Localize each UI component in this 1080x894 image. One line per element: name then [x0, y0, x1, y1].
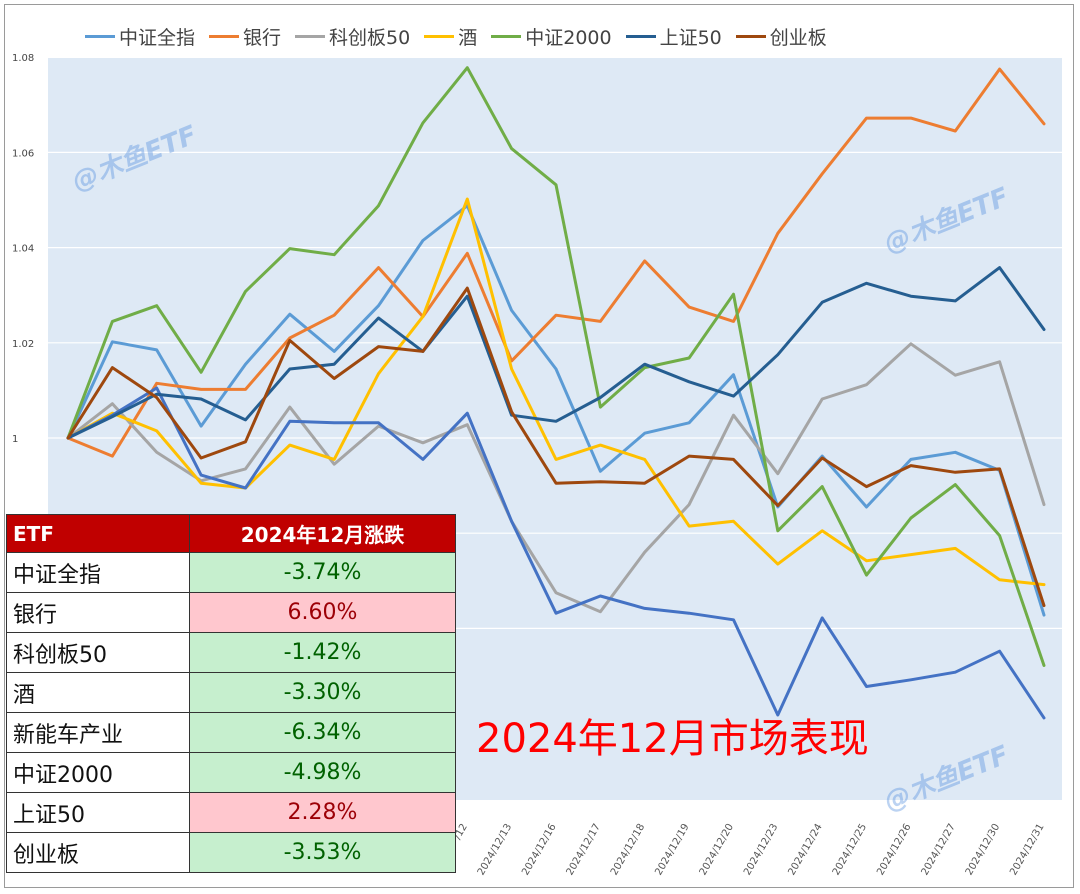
table-row: 上证50 2.28% — [6, 792, 456, 833]
table-row: 创业板 -3.53% — [6, 832, 456, 873]
y-tick-label: 1.08 — [12, 53, 34, 64]
table-row: 酒 -3.30% — [6, 672, 456, 713]
x-tick-label: 2024/12/18 — [609, 822, 647, 877]
y-tick-label: 1.02 — [12, 339, 34, 350]
etf-change: 6.60% — [189, 592, 456, 633]
legend-label: 银行 — [243, 26, 282, 49]
series-line — [66, 386, 1046, 720]
y-tick-label: 1 — [12, 434, 18, 445]
etf-change: -4.98% — [189, 752, 456, 793]
legend-swatch — [209, 34, 240, 38]
etf-name: 上证50 — [6, 792, 190, 833]
legend-item: 科创板50 — [295, 23, 410, 50]
legend-item: 中证全指 — [85, 23, 195, 50]
legend-swatch — [491, 34, 522, 38]
x-tick-label: 2024/12/20 — [698, 822, 736, 877]
y-tick-label: 1.06 — [12, 148, 34, 159]
etf-name: 新能车产业 — [6, 712, 190, 753]
chart-legend: 中证全指 银行 科创板50 酒 中证2000 上证50 创业板 — [85, 22, 841, 50]
legend-label: 酒 — [458, 26, 478, 49]
series-line — [66, 266, 1046, 440]
series-line — [66, 204, 1046, 617]
change-table: ETF 2024年12月涨跌 中证全指 -3.74% 银行 6.60% 科创板5… — [6, 514, 456, 873]
x-tick-label: 2024/12/17 — [565, 822, 603, 877]
legend-item: 中证2000 — [491, 23, 612, 50]
series-line — [66, 197, 1046, 587]
header-change: 2024年12月涨跌 — [189, 514, 456, 553]
series-line — [66, 67, 1046, 458]
etf-name: 酒 — [6, 672, 190, 713]
etf-change: -1.42% — [189, 632, 456, 673]
legend-item: 银行 — [209, 23, 281, 50]
legend-swatch — [735, 34, 766, 38]
etf-name: 中证2000 — [6, 752, 190, 793]
chart-caption: 2024年12月市场表现 — [476, 716, 869, 762]
table-row: 新能车产业 -6.34% — [6, 712, 456, 753]
table-row: 银行 6.60% — [6, 592, 456, 633]
legend-swatch — [85, 34, 115, 38]
x-tick-label: 2024/12/19 — [653, 822, 691, 877]
legend-swatch — [424, 34, 455, 38]
series-line — [66, 342, 1046, 614]
etf-change: -6.34% — [189, 712, 456, 753]
table-row: 中证2000 -4.98% — [6, 752, 456, 793]
table-header-row: ETF 2024年12月涨跌 — [6, 514, 456, 553]
x-tick-label: 2024/12/24 — [786, 822, 824, 877]
etf-name: 科创板50 — [6, 632, 190, 673]
x-tick-label: 2024/12/25 — [831, 822, 869, 877]
x-tick-label: 2024/12/26 — [875, 822, 913, 877]
etf-change: -3.74% — [189, 552, 456, 593]
legend-item: 上证50 — [625, 23, 722, 50]
x-tick-label: 2024/12/27 — [920, 822, 958, 877]
legend-swatch — [625, 34, 656, 38]
etf-name: 银行 — [6, 592, 190, 633]
x-tick-label: 2024/12/31 — [1008, 822, 1046, 877]
legend-label: 创业板 — [769, 26, 827, 49]
etf-name: 创业板 — [6, 832, 190, 873]
legend-item: 创业板 — [735, 23, 827, 50]
series-line — [66, 286, 1046, 608]
etf-change: -3.30% — [189, 672, 456, 713]
header-etf: ETF — [6, 514, 190, 553]
y-tick-label: 1.04 — [12, 244, 34, 255]
legend-label: 科创板50 — [329, 26, 411, 49]
legend-swatch — [295, 34, 326, 38]
x-tick-label: 2024/12/23 — [742, 822, 780, 877]
table-row: 科创板50 -1.42% — [6, 632, 456, 673]
legend-label: 上证50 — [659, 26, 722, 49]
table-row: 中证全指 -3.74% — [6, 552, 456, 593]
legend-item: 酒 — [424, 23, 477, 50]
x-tick-label: 2024/12/16 — [520, 822, 558, 877]
etf-change: 2.28% — [189, 792, 456, 833]
series-line — [66, 66, 1046, 667]
legend-label: 中证2000 — [525, 26, 612, 49]
etf-change: -3.53% — [189, 832, 456, 873]
legend-label: 中证全指 — [119, 26, 196, 49]
etf-name: 中证全指 — [6, 552, 190, 593]
x-tick-label: 2024/12/30 — [964, 822, 1002, 877]
x-tick-label: 2024/12/13 — [476, 822, 514, 877]
